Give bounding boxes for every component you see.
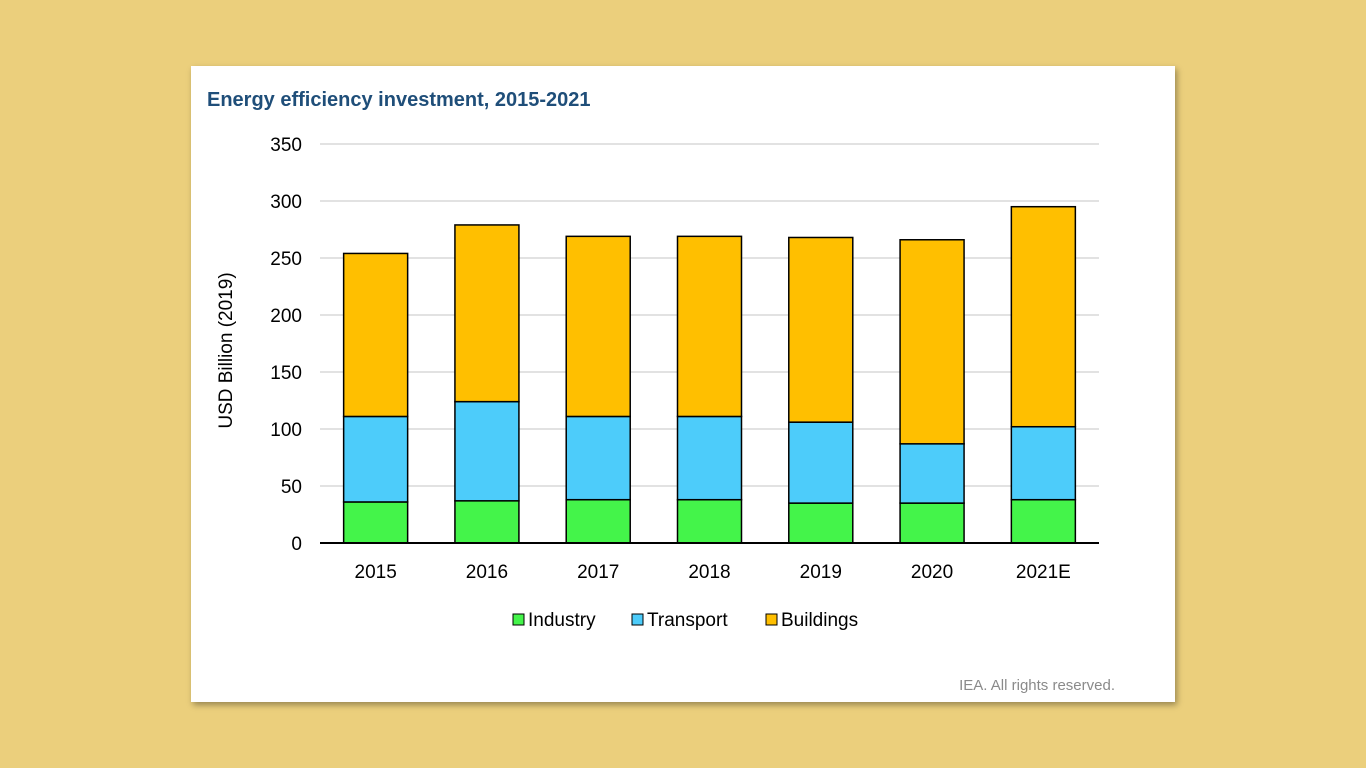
bar-buildings: [565, 235, 631, 418]
bar-buildings: [899, 239, 965, 445]
bar-buildings: [342, 252, 409, 418]
legend-swatch-transport: [631, 613, 644, 626]
y-tick-label: 300: [270, 192, 302, 213]
bar-buildings: [454, 224, 520, 403]
bar-transport: [1010, 425, 1077, 501]
legend-label-transport: Transport: [647, 610, 728, 631]
bar-industry: [788, 502, 854, 544]
bar-industry: [342, 501, 409, 544]
bar-transport: [788, 421, 854, 504]
bar-industry: [676, 498, 743, 544]
x-tick-label: 2019: [800, 562, 842, 583]
y-tick-label: 100: [270, 420, 302, 441]
chart-title: Energy efficiency investment, 2015-2021: [207, 89, 591, 111]
bar-transport: [676, 415, 743, 501]
y-tick-label: 0: [291, 534, 302, 555]
credit-text: IEA. All rights reserved.: [959, 677, 1115, 694]
bar-buildings: [1010, 205, 1077, 428]
stacked-bar-chart: 0 50 100 150 200 250 300 350 USD Billion (2019) 2…: [216, 135, 1099, 631]
chart-card: Energy efficiency investment, 2015-2021 …: [191, 66, 1175, 702]
bar-transport: [899, 443, 965, 504]
y-tick-label: 200: [270, 306, 302, 327]
bar-transport: [565, 415, 631, 501]
legend-label-industry: Industry: [528, 610, 596, 631]
y-axis-label: USD Billion (2019): [216, 272, 237, 428]
bar-buildings: [676, 235, 743, 418]
x-tick-label: 2020: [911, 562, 953, 583]
y-tick-label: 150: [270, 363, 302, 384]
x-tick-label: 2016: [466, 562, 508, 583]
y-tick-label: 50: [281, 477, 302, 498]
y-tick-label: 350: [270, 135, 302, 156]
y-tick-label: 250: [270, 249, 302, 270]
bar-buildings: [788, 236, 854, 423]
x-tick-label: 2015: [355, 562, 397, 583]
legend-label-buildings: Buildings: [781, 610, 858, 631]
bar-industry: [899, 502, 965, 544]
bar-industry: [454, 500, 520, 544]
legend-swatch-buildings: [765, 613, 778, 626]
x-tick-label: 2018: [688, 562, 730, 583]
x-tick-label: 2021E: [1016, 562, 1071, 583]
x-tick-label: 2017: [577, 562, 619, 583]
legend-swatch-industry: [512, 613, 525, 626]
bar-industry: [1010, 498, 1077, 544]
bar-transport: [342, 415, 409, 503]
bar-transport: [454, 400, 520, 502]
bar-industry: [565, 498, 631, 544]
